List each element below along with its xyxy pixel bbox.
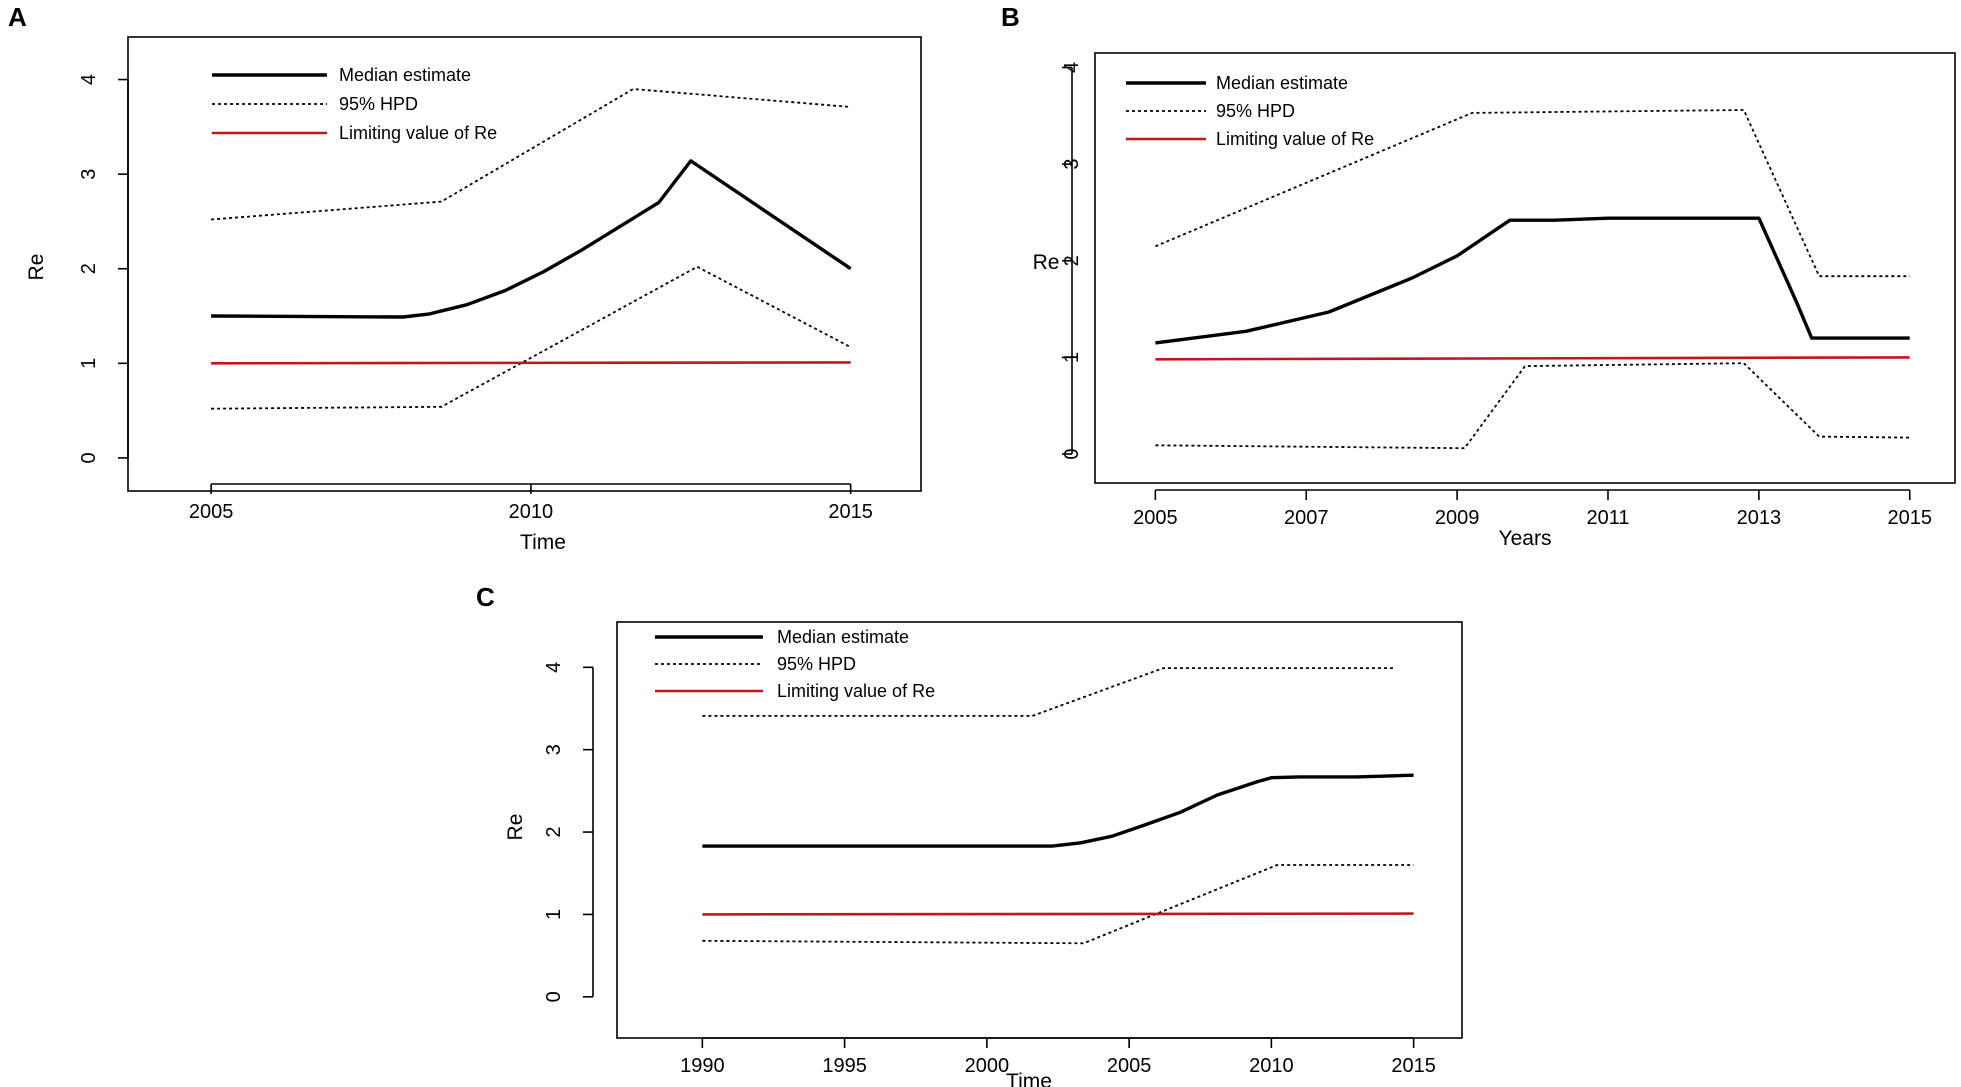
legend-label: Limiting value of Re [777, 681, 935, 701]
legend: Median estimate 95% HPD Limiting value of … [1126, 73, 1374, 149]
series-line-median-estimate [211, 159, 852, 319]
y-axis-title: Re [504, 814, 527, 841]
y-tick-label: 2 [1061, 255, 1083, 266]
y-tick-label: 4 [78, 74, 100, 85]
legend: Median estimate 95% HPD Limiting value of … [212, 65, 497, 143]
y-tick-label: 1 [543, 909, 565, 920]
x-tick-label: 2005 [1133, 507, 1178, 529]
series-line-limiting-value-of-re [702, 912, 1414, 916]
chart-panel-b: B 2005 2007 2009 2011 2013 2015 0 1 2 3 4 Years Re Med… [1001, 2, 1956, 550]
series-line-95-hpd-lower [702, 864, 1414, 945]
series-line-95-hpd-upper [702, 667, 1394, 717]
x-axis-title: Time [520, 531, 566, 554]
panel-label: B [1001, 2, 1020, 32]
legend-label: Median estimate [339, 65, 471, 85]
panel-label: A [8, 2, 27, 32]
plot-frame [1094, 52, 1956, 484]
y-tick-label: 3 [1061, 159, 1083, 170]
x-tick-label: 2013 [1737, 507, 1782, 529]
legend-label: Limiting value of Re [339, 123, 497, 143]
legend-label: Limiting value of Re [1216, 129, 1374, 149]
series-line-95-hpd-upper [1155, 109, 1910, 278]
legend-label: 95% HPD [339, 94, 418, 114]
plot-frame [127, 36, 922, 492]
series-line-median-estimate [1155, 216, 1910, 345]
x-axis-title: Years [1499, 527, 1552, 550]
x-tick-label: 2015 [1391, 1055, 1436, 1077]
y-tick-label: 3 [78, 169, 100, 180]
x-tick-label: 2007 [1284, 507, 1329, 529]
y-tick-label: 0 [78, 452, 100, 463]
x-tick-label: 1995 [822, 1055, 867, 1077]
y-tick-label: 3 [543, 744, 565, 755]
x-tick-label: 2010 [509, 501, 554, 523]
series-line-median-estimate [702, 773, 1414, 848]
y-tick-label: 0 [1061, 448, 1083, 459]
y-tick-label: 4 [1061, 62, 1083, 73]
panel-label: C [476, 582, 495, 612]
x-tick-label: 2015 [1887, 507, 1932, 529]
x-tick-label: 2000 [965, 1055, 1010, 1077]
x-tick-label: 2015 [828, 501, 873, 523]
y-tick-label: 0 [543, 991, 565, 1002]
series-line-95-hpd-upper [211, 88, 851, 221]
plot-frame [616, 621, 1463, 1039]
y-tick-label: 2 [78, 263, 100, 274]
chart-panel-c: C 1990 1995 2000 2005 2010 2015 0 1 2 3 4 Time Re Medi… [476, 582, 1463, 1087]
y-tick-label: 4 [543, 662, 565, 673]
series-line-95-hpd-lower [211, 265, 852, 410]
y-axis-title: Re [1033, 251, 1060, 274]
x-tick-label: 2010 [1249, 1055, 1294, 1077]
y-tick-label: 1 [1061, 352, 1083, 363]
legend-label: 95% HPD [777, 654, 856, 674]
chart-panel-a: A 2005 2010 2015 0 1 2 3 4 Time Re Median estimate 9… [8, 2, 922, 554]
legend-label: Median estimate [1216, 73, 1348, 93]
x-axis-title: Time [1006, 1070, 1052, 1087]
series-line-limiting-value-of-re [211, 361, 851, 365]
series-line-95-hpd-lower [1155, 362, 1910, 450]
x-tick-label: 2011 [1586, 507, 1629, 529]
legend: Median estimate 95% HPD Limiting value of … [655, 627, 935, 701]
legend-label: Median estimate [777, 627, 909, 647]
x-tick-label: 1990 [680, 1055, 725, 1077]
series-line-limiting-value-of-re [1155, 356, 1910, 361]
x-tick-label: 2005 [189, 501, 234, 523]
x-tick-label: 2005 [1107, 1055, 1152, 1077]
x-tick-label: 2009 [1435, 507, 1480, 529]
y-axis-title: Re [25, 254, 48, 281]
legend-label: 95% HPD [1216, 101, 1295, 121]
y-tick-label: 1 [78, 358, 100, 369]
y-tick-label: 2 [543, 826, 565, 837]
